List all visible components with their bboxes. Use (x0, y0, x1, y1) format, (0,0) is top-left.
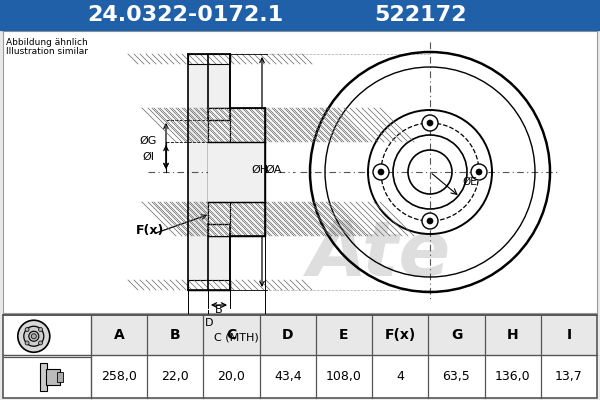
Text: 24.0322-0172.1: 24.0322-0172.1 (87, 5, 283, 25)
Text: Illustration similar: Illustration similar (6, 47, 88, 56)
Circle shape (427, 120, 433, 126)
Circle shape (18, 320, 50, 352)
Bar (0, 0, 600, 30)
Bar (208, 142, 265, 202)
Bar (208, 108, 265, 236)
Bar (3, 315, 597, 398)
Circle shape (25, 328, 29, 332)
Circle shape (422, 115, 438, 131)
Text: ØH: ØH (251, 165, 268, 175)
Text: 108,0: 108,0 (326, 370, 362, 383)
Text: Abbildung ähnlich: Abbildung ähnlich (6, 38, 88, 47)
Text: ØA: ØA (265, 165, 281, 175)
Text: E: E (339, 328, 349, 342)
Text: 20,0: 20,0 (218, 370, 245, 383)
Bar (188, 54, 230, 62)
Bar (188, 54, 230, 290)
Circle shape (422, 213, 438, 229)
Bar (3, 31, 597, 313)
Text: B: B (215, 305, 223, 315)
Circle shape (476, 169, 482, 175)
Text: Ate: Ate (308, 218, 452, 292)
Bar (208, 108, 230, 142)
Bar (188, 282, 230, 290)
Bar (46, 369, 60, 385)
Circle shape (25, 341, 29, 345)
Circle shape (31, 334, 36, 339)
Text: B: B (170, 328, 181, 342)
Text: 522172: 522172 (374, 5, 466, 25)
Text: ØI: ØI (142, 152, 154, 162)
Circle shape (24, 326, 44, 346)
Text: D: D (205, 318, 213, 328)
Text: 4: 4 (396, 370, 404, 383)
Text: ØE: ØE (462, 177, 477, 187)
Text: H: H (507, 328, 518, 342)
Text: A: A (114, 328, 124, 342)
Circle shape (29, 331, 39, 341)
Bar (91, 315, 597, 355)
Text: F(x): F(x) (136, 224, 164, 237)
Text: 136,0: 136,0 (495, 370, 530, 383)
Text: 63,5: 63,5 (443, 370, 470, 383)
Bar (40, 363, 47, 391)
Circle shape (427, 218, 433, 224)
Text: C (MTH): C (MTH) (214, 332, 259, 342)
Text: ØG: ØG (139, 136, 157, 146)
Text: 22,0: 22,0 (161, 370, 189, 383)
Bar (3, 31, 597, 313)
Text: 13,7: 13,7 (555, 370, 583, 383)
Circle shape (378, 169, 384, 175)
Text: C: C (226, 328, 236, 342)
Circle shape (38, 328, 43, 332)
Bar (230, 202, 265, 236)
Text: 258,0: 258,0 (101, 370, 137, 383)
Bar (57, 372, 63, 382)
Text: F(x): F(x) (385, 328, 416, 342)
Circle shape (373, 164, 389, 180)
Bar (230, 108, 265, 142)
Circle shape (471, 164, 487, 180)
Text: G: G (451, 328, 462, 342)
Bar (3, 315, 597, 398)
Text: I: I (566, 328, 571, 342)
Bar (188, 280, 230, 290)
Bar (188, 54, 230, 64)
Bar (208, 202, 230, 236)
Text: 43,4: 43,4 (274, 370, 302, 383)
Circle shape (38, 341, 43, 345)
Text: D: D (282, 328, 293, 342)
